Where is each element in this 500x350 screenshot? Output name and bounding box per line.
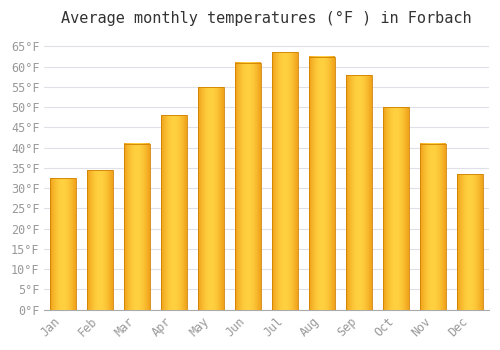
Bar	[384, 107, 409, 310]
Title: Average monthly temperatures (°F ) in Forbach: Average monthly temperatures (°F ) in Fo…	[62, 11, 472, 26]
Bar	[50, 178, 76, 310]
Bar	[346, 75, 372, 310]
Bar	[458, 174, 483, 310]
Bar	[198, 87, 224, 310]
Bar	[161, 115, 187, 310]
Bar	[235, 63, 261, 310]
Bar	[420, 144, 446, 310]
Bar	[272, 52, 298, 310]
Bar	[310, 56, 335, 310]
Bar	[87, 170, 113, 310]
Bar	[124, 144, 150, 310]
